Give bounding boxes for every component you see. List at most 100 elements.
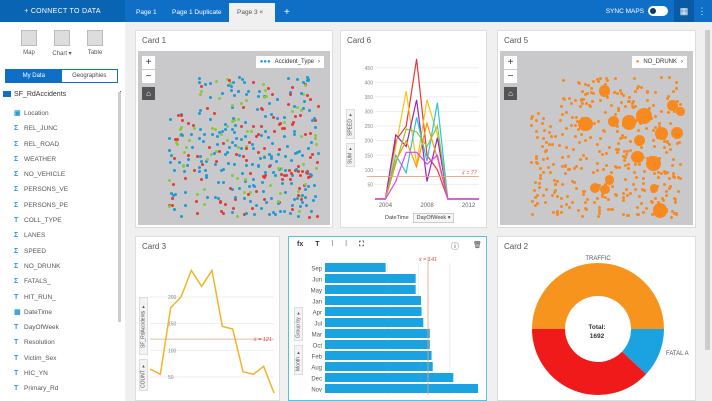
tab-page-1-duplicate[interactable]: Page 1 Duplicate xyxy=(172,9,222,16)
field-item[interactable]: T DayOfWeek xyxy=(14,320,68,335)
zoom-in-button[interactable]: + xyxy=(504,56,517,69)
group-field-button[interactable]: Month ▾ xyxy=(294,345,303,375)
map-legend[interactable]: ● NO_DRUNK › xyxy=(631,56,687,68)
function-icon[interactable]: fx xyxy=(297,241,304,248)
delete-icon[interactable]: 🗑 xyxy=(473,242,482,249)
y-tick-label: 50 xyxy=(367,182,373,188)
field-item[interactable]: Σ SPEED xyxy=(14,244,68,259)
map-point xyxy=(210,127,214,131)
field-item[interactable]: ▦ DateTime xyxy=(14,305,68,320)
connect-to-data-button[interactable]: + CONNECT TO DATA xyxy=(0,0,125,22)
field-item[interactable]: Σ NO_DRUNK xyxy=(14,259,68,274)
tab-page-1[interactable]: Page 1 xyxy=(136,9,157,16)
field-item[interactable]: Σ LANES xyxy=(14,228,68,243)
field-item[interactable]: T Resolution xyxy=(14,335,68,350)
text-icon[interactable]: T xyxy=(315,241,320,248)
map-point xyxy=(231,120,235,124)
field-item[interactable]: T HIT_RUN_ xyxy=(14,290,68,305)
map-point xyxy=(233,94,237,98)
home-icon[interactable]: ⌂ xyxy=(142,87,155,100)
map-point xyxy=(536,112,540,116)
zoom-in-button[interactable]: + xyxy=(142,56,155,69)
tab-my-data[interactable]: My Data xyxy=(6,70,62,82)
group-by-button[interactable]: Group by ▾ xyxy=(294,307,303,341)
map-point xyxy=(663,145,667,149)
map-view[interactable]: + − ⌂ ● NO_DRUNK › xyxy=(500,51,693,225)
field-item[interactable]: Σ WEATHER xyxy=(14,152,68,167)
field-item[interactable]: Σ REL_ROAD xyxy=(14,137,68,152)
map-point xyxy=(269,157,273,161)
field-item[interactable]: Σ PERSONS_VE xyxy=(14,182,68,197)
field-item[interactable]: T Victim_Sex xyxy=(14,351,68,366)
map-point xyxy=(186,157,190,161)
sync-maps-toggle[interactable] xyxy=(648,6,668,16)
card-6[interactable]: Card 6 SPEED ▾ SUM ▾ 50 100 150 200 250 300 35… xyxy=(340,30,487,228)
field-item[interactable]: Σ NO_VEHICLE xyxy=(14,167,68,182)
home-icon[interactable]: ⌂ xyxy=(504,87,517,100)
map-point xyxy=(636,128,640,132)
add-tab-button[interactable]: + xyxy=(284,7,290,18)
map-point xyxy=(298,174,302,178)
sidebar-scrollbar[interactable] xyxy=(118,92,121,322)
table-tool[interactable]: Table xyxy=(80,30,110,56)
field-item[interactable]: T COLL_TYPE xyxy=(14,213,68,228)
field-item[interactable]: ▣ Location xyxy=(14,106,68,121)
card-title: Card 6 xyxy=(347,36,372,45)
map-point xyxy=(595,169,599,173)
map-point xyxy=(619,88,623,92)
map-point xyxy=(676,107,685,116)
card-5[interactable]: Card 5 + − ⌂ ● NO_DRUNK › xyxy=(497,30,696,228)
map-point xyxy=(293,130,297,134)
map-point xyxy=(578,116,593,132)
map-point xyxy=(622,150,626,154)
map-point xyxy=(251,178,255,182)
info-icon[interactable]: ⓘ xyxy=(451,242,459,251)
tab-geographies[interactable]: Geographies xyxy=(72,73,107,79)
map-point xyxy=(654,91,658,95)
sort-icon[interactable]: ⫶ xyxy=(345,241,348,248)
y-axis-field-button[interactable]: SPEED ▾ xyxy=(346,109,355,139)
map-point xyxy=(300,108,304,112)
card-3[interactable]: Card 3 SF_RdAccidents ▾ COUNT ▾ 50 100 150… xyxy=(135,236,280,401)
more-options-icon[interactable]: ⋮ xyxy=(697,5,707,16)
page-scrollbar[interactable] xyxy=(705,30,710,350)
aggregation-button[interactable]: COUNT ▾ xyxy=(139,359,148,391)
map-point xyxy=(641,188,645,192)
zoom-out-button[interactable]: − xyxy=(142,70,155,83)
close-tab-icon[interactable]: × xyxy=(259,9,264,16)
map-point xyxy=(537,185,541,189)
field-item[interactable]: Σ REL_JUNC xyxy=(14,121,68,136)
map-view[interactable]: + − ⌂ ●●● Accident_Type › xyxy=(138,51,330,225)
map-point xyxy=(211,132,215,136)
map-point xyxy=(183,204,187,208)
map-point xyxy=(251,183,255,187)
map-point xyxy=(290,174,294,178)
y-axis-field-button[interactable]: SF_RdAccidents ▾ xyxy=(139,297,148,355)
field-type-icon: T xyxy=(14,354,19,362)
chart-type-icon[interactable]: ⫶ xyxy=(331,241,334,248)
map-point xyxy=(530,116,534,120)
zoom-out-button[interactable]: − xyxy=(504,70,517,83)
tab-page-3[interactable]: Page 3 × xyxy=(229,3,275,22)
map-point xyxy=(236,89,240,93)
grid-icon[interactable]: ▦ xyxy=(674,0,694,22)
map-tool[interactable]: Map xyxy=(14,30,44,56)
dataset-item[interactable]: SF_RdAccidents⋮ xyxy=(3,90,124,98)
field-item[interactable]: T Primary_Rd xyxy=(14,381,68,396)
bar-chart-card[interactable]: fx T ⫶ ⫶ ⛶ ⓘ 🗑 Group by ▾ Month ▾ Sep Jun… xyxy=(288,236,487,401)
field-item[interactable]: T HIC_YN xyxy=(14,366,68,381)
map-point xyxy=(235,153,239,157)
map-point xyxy=(643,188,647,192)
group-field-button[interactable]: DayOfWeek ▾ xyxy=(412,213,455,223)
card-1[interactable]: Card 1 + − ⌂ ●●● Accident_Type › xyxy=(135,30,333,228)
map-point xyxy=(199,128,203,132)
field-item[interactable]: Σ PERSONS_PE xyxy=(14,198,68,213)
maximize-icon[interactable]: ⛶ xyxy=(359,241,364,248)
map-legend[interactable]: ●●● Accident_Type › xyxy=(255,56,324,68)
aggregation-button[interactable]: SUM ▾ xyxy=(346,143,355,167)
map-point xyxy=(294,114,298,118)
card-2[interactable]: Card 2 TRAFFIC FATAL A Total: 1692 xyxy=(497,236,696,401)
map-point xyxy=(666,139,670,143)
chart-tool[interactable]: Chart ▾ xyxy=(47,30,77,57)
field-item[interactable]: Σ FATALS_ xyxy=(14,274,68,289)
